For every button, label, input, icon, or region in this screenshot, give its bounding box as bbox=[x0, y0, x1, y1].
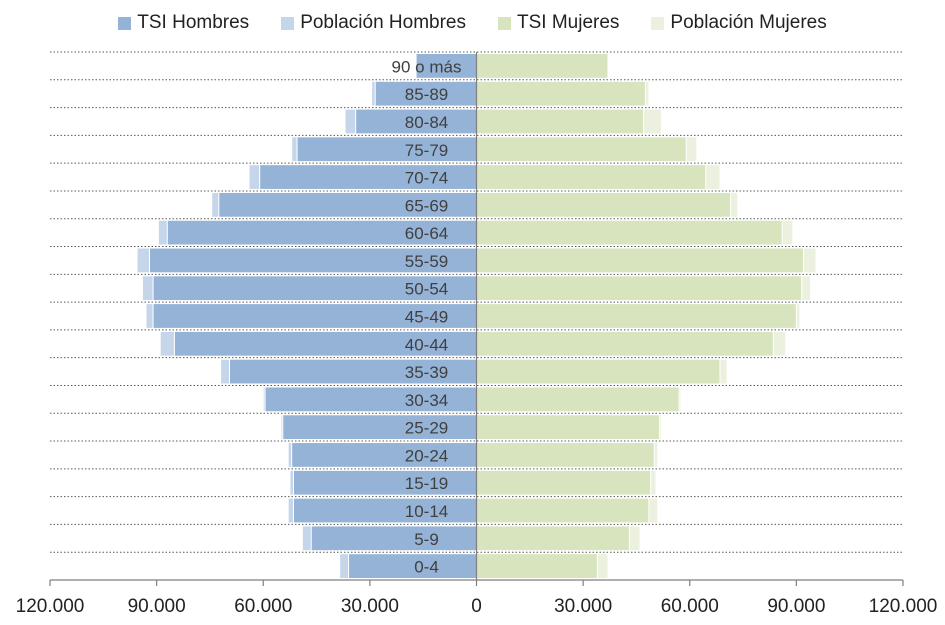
category-label: 85-89 bbox=[405, 85, 448, 104]
category-label: 30-34 bbox=[405, 391, 448, 410]
category-label: 75-79 bbox=[405, 141, 448, 160]
bar-tsi-mujeres-35-39 bbox=[477, 359, 720, 384]
bar-tsi-mujeres-55-59 bbox=[477, 248, 804, 273]
bar-tsi-mujeres-30-34 bbox=[477, 387, 680, 412]
bar-tsi-hombres-10-14 bbox=[293, 498, 476, 523]
bar-tsi-mujeres-0-4 bbox=[477, 554, 598, 579]
bar-tsi-mujeres-80-84 bbox=[477, 109, 644, 134]
category-label: 0-4 bbox=[414, 558, 439, 577]
bar-tsi-mujeres-90-o-más bbox=[477, 54, 609, 79]
bar-tsi-mujeres-75-79 bbox=[477, 137, 687, 162]
x-tick-label: 0 bbox=[471, 596, 482, 617]
category-label: 20-24 bbox=[405, 446, 448, 465]
category-label: 50-54 bbox=[405, 280, 448, 299]
bar-tsi-hombres-5-9 bbox=[311, 526, 476, 551]
category-label: 55-59 bbox=[405, 252, 448, 271]
bar-tsi-hombres-75-79 bbox=[297, 137, 476, 162]
category-label: 40-44 bbox=[405, 335, 448, 354]
bar-tsi-mujeres-60-64 bbox=[477, 220, 783, 245]
bar-tsi-hombres-20-24 bbox=[292, 443, 477, 468]
category-label: 10-14 bbox=[405, 502, 448, 521]
x-axis: 120.000 90.000 60.000 30.000 0 30.000 60.000 90… bbox=[16, 52, 938, 617]
bar-tsi-mujeres-5-9 bbox=[477, 526, 630, 551]
x-tick-label: 30.000 bbox=[554, 596, 612, 617]
x-tick-label: 120.000 bbox=[16, 596, 85, 617]
bar-tsi-mujeres-85-89 bbox=[477, 81, 646, 106]
bar-tsi-mujeres-15-19 bbox=[477, 470, 651, 495]
category-label: 90 o más bbox=[392, 57, 462, 76]
category-label: 70-74 bbox=[405, 169, 448, 188]
x-tick-label: 120.000 bbox=[869, 596, 938, 617]
bar-tsi-mujeres-40-44 bbox=[477, 331, 774, 356]
category-label: 45-49 bbox=[405, 308, 448, 327]
x-tick-label: 60.000 bbox=[234, 596, 292, 617]
bar-tsi-hombres-0-4 bbox=[349, 554, 477, 579]
x-tick-label: 60.000 bbox=[661, 596, 719, 617]
category-label: 60-64 bbox=[405, 224, 448, 243]
x-tick-label: 90.000 bbox=[128, 596, 186, 617]
category-label: 80-84 bbox=[405, 113, 448, 132]
bar-tsi-mujeres-20-24 bbox=[477, 443, 655, 468]
category-label: 5-9 bbox=[414, 530, 439, 549]
category-label: 15-19 bbox=[405, 474, 448, 493]
category-label: 35-39 bbox=[405, 363, 448, 382]
bar-tsi-mujeres-45-49 bbox=[477, 304, 797, 329]
x-tick-label: 90.000 bbox=[767, 596, 825, 617]
category-label: 65-69 bbox=[405, 196, 448, 215]
bar-tsi-mujeres-70-74 bbox=[477, 165, 706, 190]
category-label: 25-29 bbox=[405, 419, 448, 438]
bar-tsi-hombres-15-19 bbox=[293, 470, 476, 495]
bar-tsi-mujeres-65-69 bbox=[477, 192, 731, 217]
x-tick-label: 30.000 bbox=[341, 596, 399, 617]
bar-tsi-mujeres-10-14 bbox=[477, 498, 649, 523]
bar-tsi-mujeres-50-54 bbox=[477, 276, 802, 301]
bar-tsi-mujeres-25-29 bbox=[477, 415, 660, 440]
